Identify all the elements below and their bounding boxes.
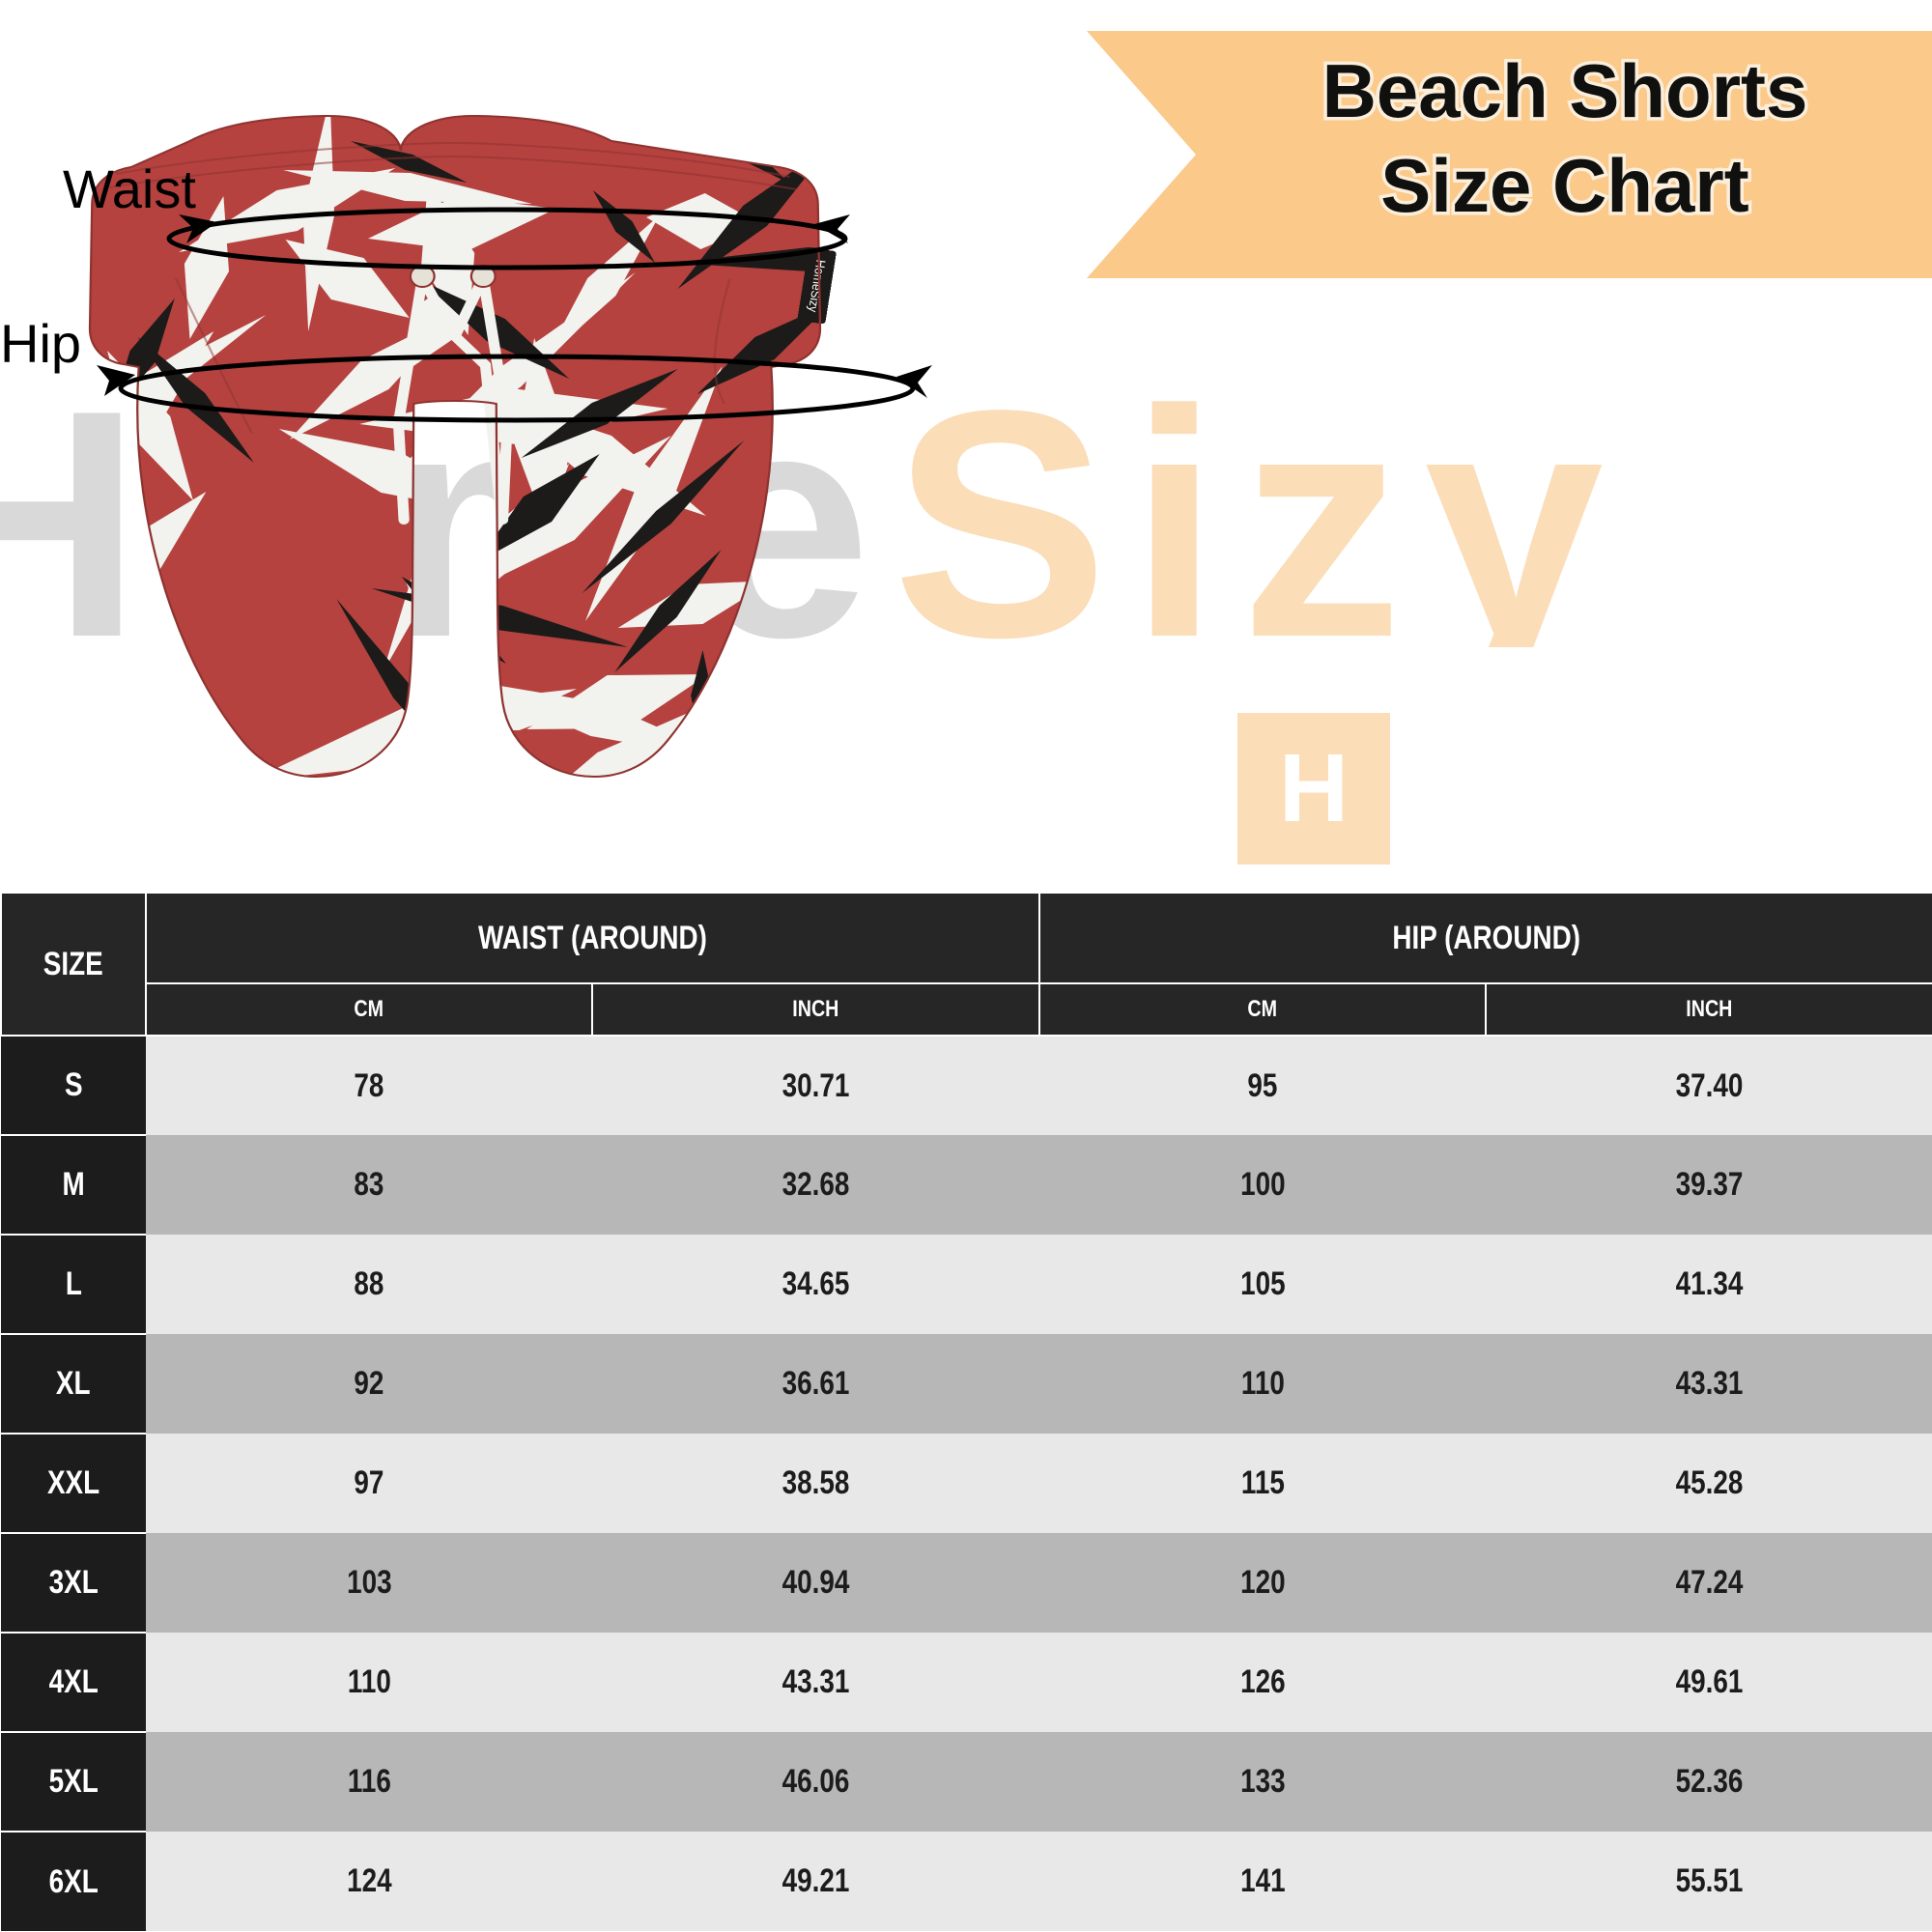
- svg-text:Hip: Hip: [0, 313, 81, 374]
- svg-text:Waist: Waist: [63, 158, 196, 219]
